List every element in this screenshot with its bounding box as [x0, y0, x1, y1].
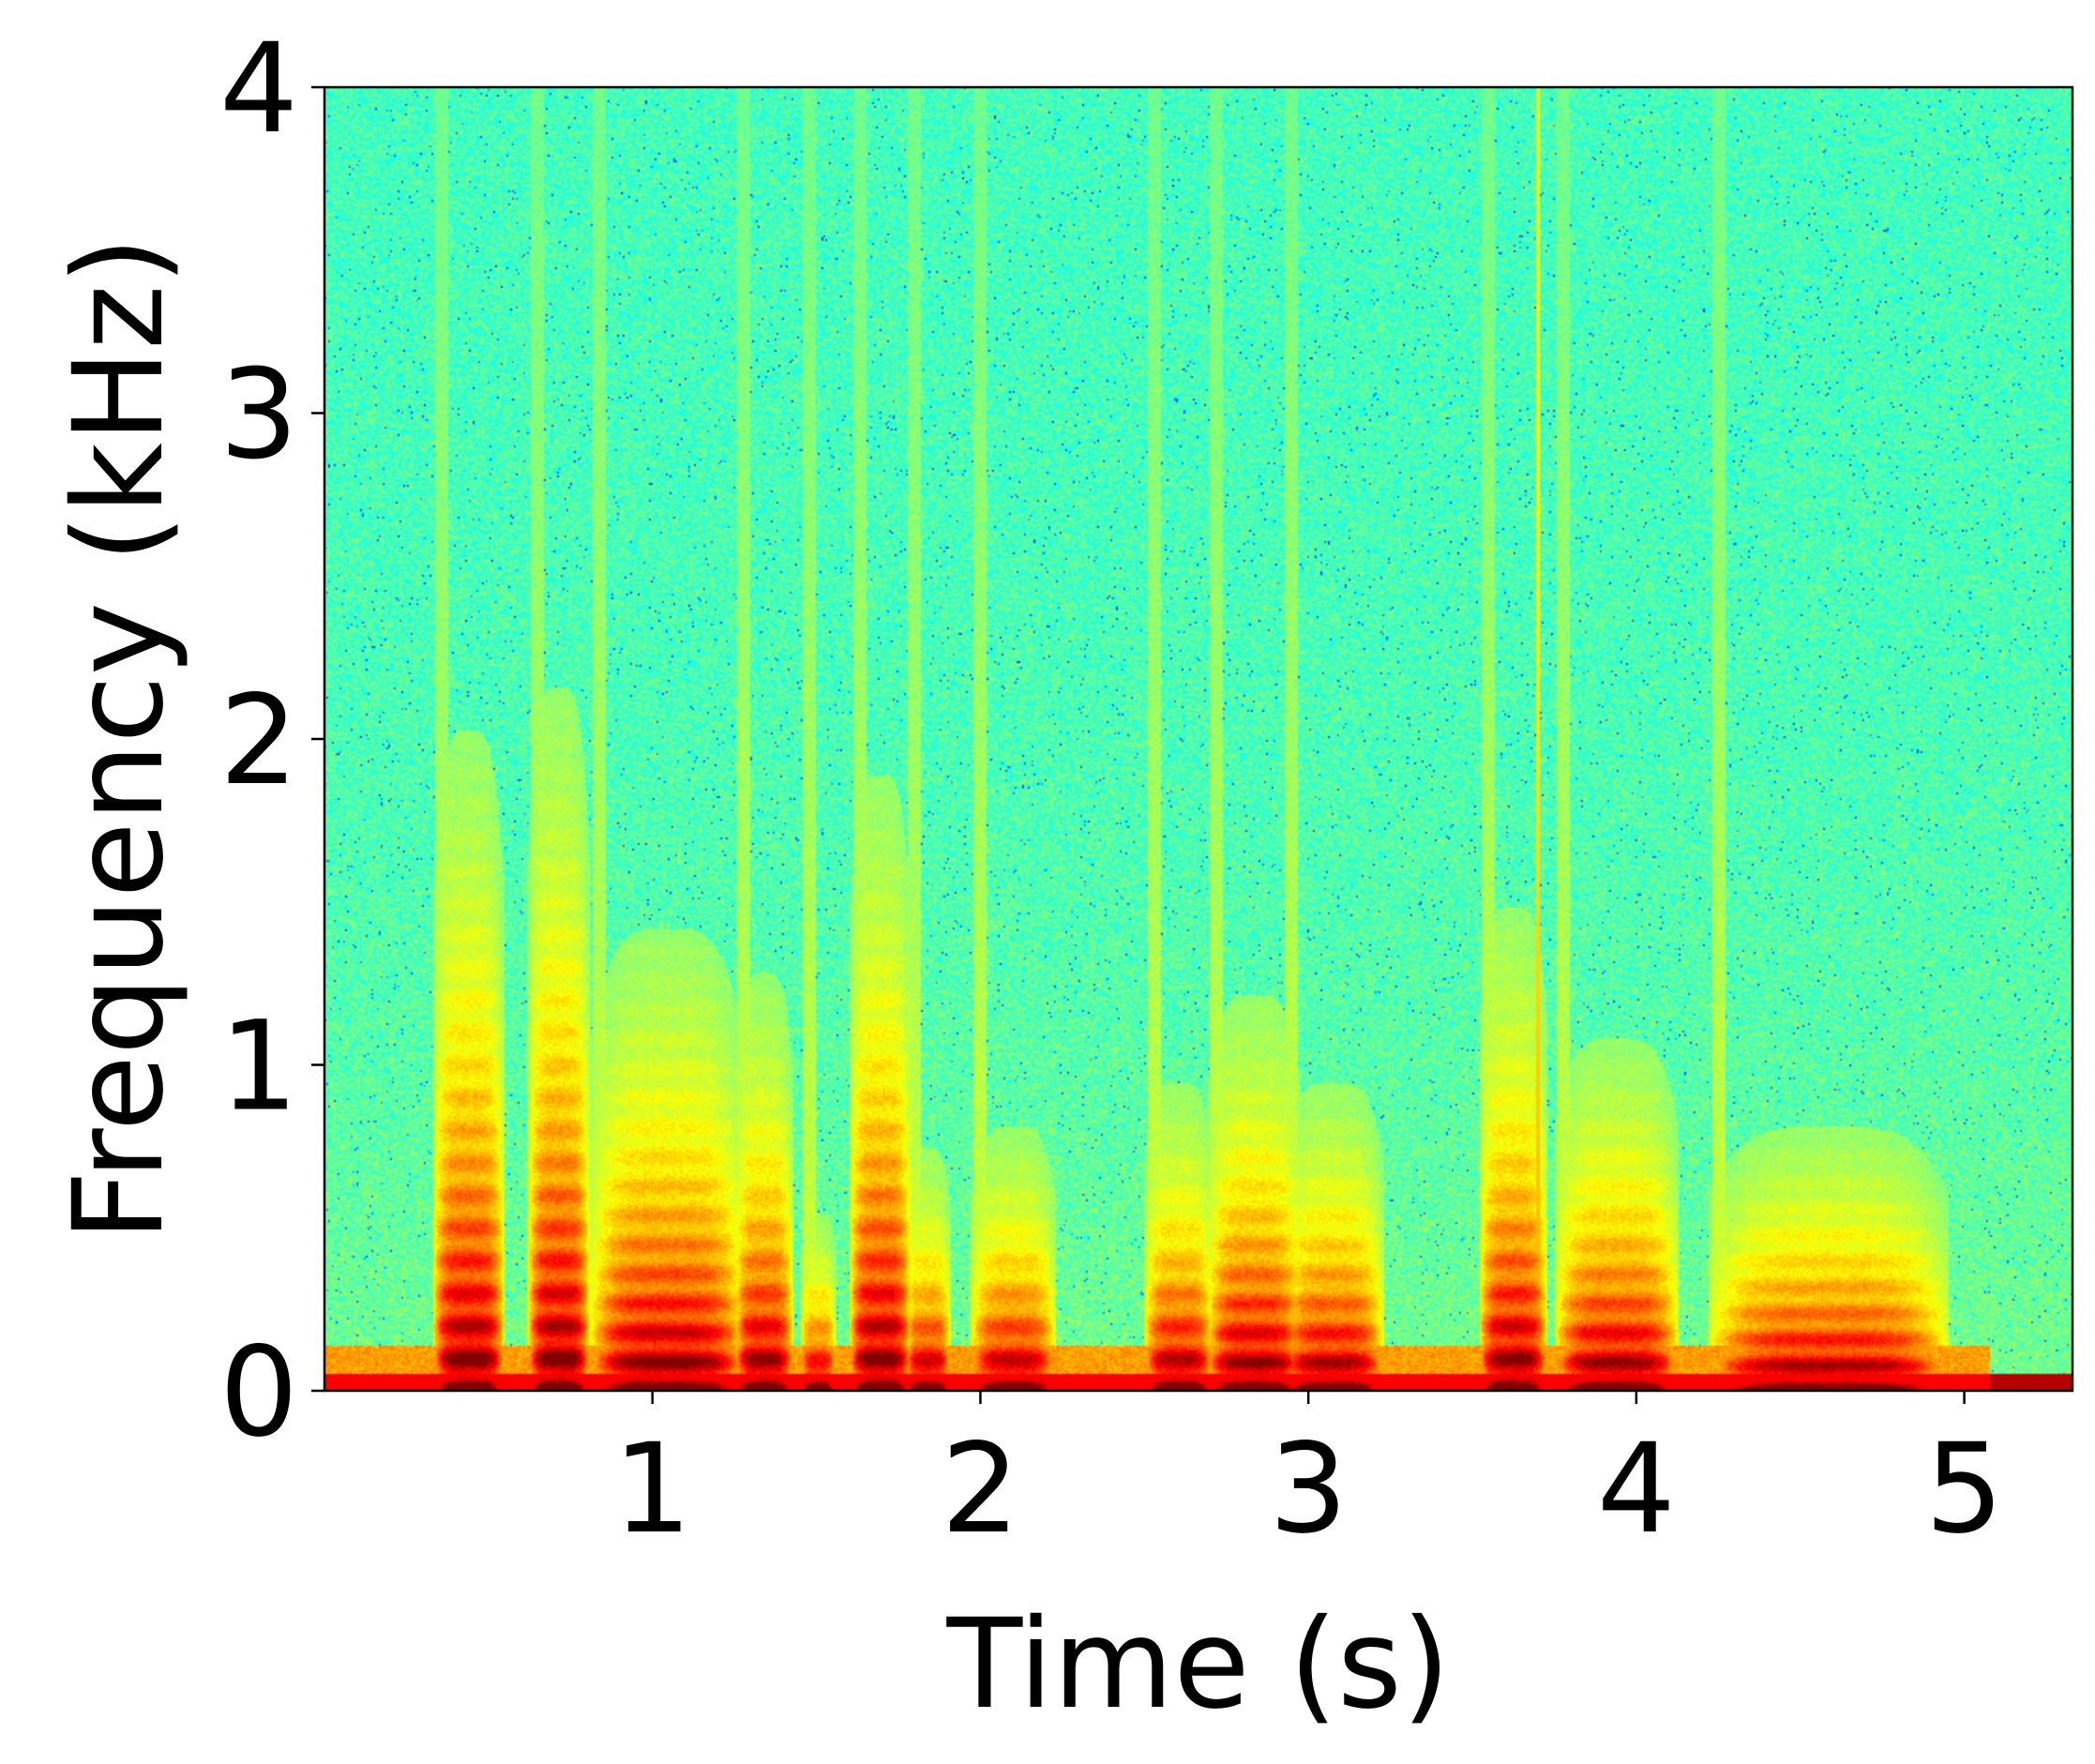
- y-tick-label: 4: [219, 17, 298, 161]
- y-tick-label: 2: [219, 669, 298, 813]
- x-axis-ticks: 1 2 3 4 5: [613, 1391, 2004, 1561]
- x-tick-label: 4: [1597, 1417, 1676, 1561]
- y-tick-label: 3: [219, 343, 298, 488]
- x-tick-label: 5: [1925, 1417, 2004, 1561]
- y-axis-title: Frequency (kHz): [47, 236, 191, 1242]
- x-axis-title: Time (s): [946, 1592, 1451, 1737]
- plot-frame: [323, 85, 2074, 1393]
- plot-area: [324, 87, 2072, 1391]
- y-axis-ticks: 0 1 2 3 4: [219, 17, 324, 1465]
- spectrogram-heatmap: [324, 87, 2072, 1391]
- x-tick-label: 3: [1269, 1417, 1348, 1561]
- y-tick-label: 1: [219, 995, 298, 1139]
- x-tick-label: 2: [941, 1417, 1019, 1561]
- x-tick-label: 1: [613, 1417, 692, 1561]
- y-tick-label: 0: [219, 1320, 298, 1465]
